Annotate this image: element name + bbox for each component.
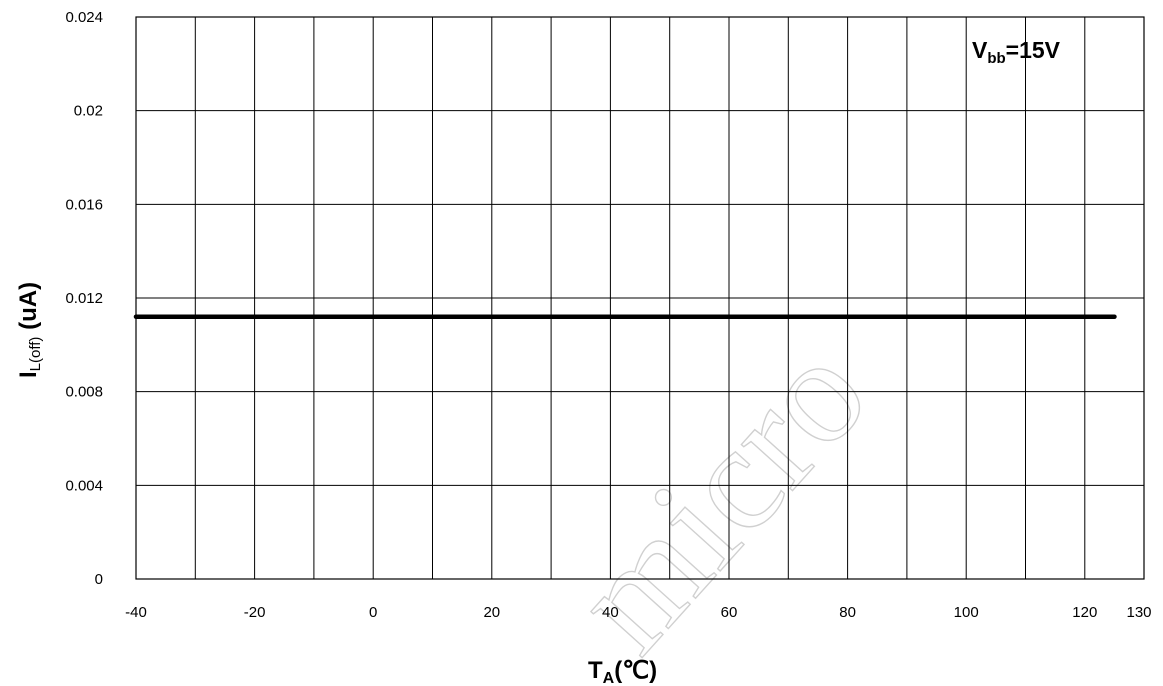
x-tick-label: 60 (721, 604, 738, 621)
x-tick-label: 80 (839, 604, 856, 621)
x-tick-labels: -40 -20 0 20 40 60 80 100 120 130 (125, 604, 1151, 621)
x-tick-label: 100 (954, 604, 979, 621)
x-axis-title-unit: (℃) (614, 657, 657, 684)
y-tick-label: 0 (95, 571, 103, 588)
y-tick-label: 0.02 (74, 103, 103, 120)
y-axis-title-unit: (uA) (15, 282, 42, 337)
x-tick-label: 130 (1126, 604, 1151, 621)
annotation-main: V (972, 37, 988, 63)
x-axis-title-main: T (588, 657, 603, 684)
x-tick-label: -40 (125, 604, 147, 621)
x-tick-label: 120 (1072, 604, 1097, 621)
y-tick-label: 0.004 (65, 477, 103, 494)
x-tick-label: 20 (483, 604, 500, 621)
annotation-vbb: Vbb=15V (972, 37, 1061, 67)
watermark: micro (541, 311, 898, 682)
plot-frame (135, 16, 1145, 580)
y-tick-label: 0.012 (65, 290, 103, 307)
x-axis-title: TA(℃) (588, 657, 657, 686)
y-tick-label: 0.024 (65, 9, 103, 26)
annotation-value: =15V (1006, 37, 1061, 63)
y-tick-labels: 0 0.004 0.008 0.012 0.016 0.02 0.024 (65, 9, 103, 588)
y-tick-label: 0.016 (65, 196, 103, 213)
y-axis-title: IL(off) (uA) (15, 282, 44, 378)
y-axis-title-main: I (15, 371, 42, 378)
y-axis-title-sub: L(off) (27, 337, 44, 372)
y-tick-label: 0.008 (65, 384, 103, 401)
x-axis-title-sub: A (603, 670, 615, 686)
x-tick-label: -20 (244, 604, 266, 621)
annotation-sub: bb (987, 50, 1005, 67)
x-tick-label: 0 (369, 604, 377, 621)
x-tick-label: 40 (602, 604, 619, 621)
